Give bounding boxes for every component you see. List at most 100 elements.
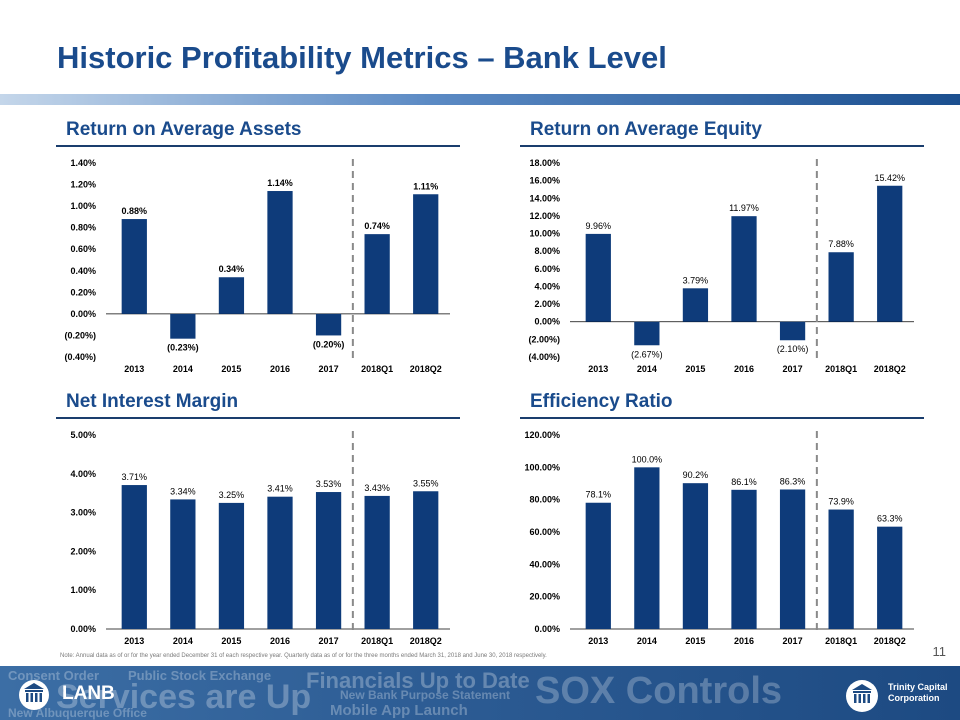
footer-watermark: New Albuquerque Office — [8, 706, 147, 720]
trinity-capital-logo-icon — [846, 680, 878, 712]
panel-heading: Efficiency Ratio — [520, 391, 924, 419]
y-tick-label: 1.00% — [70, 585, 96, 595]
x-tick-label: 2018Q1 — [361, 364, 393, 374]
data-label: 9.96% — [586, 221, 612, 231]
y-tick-label: 16.00% — [529, 176, 560, 186]
panel-return-on-average-equity: Return on Average Equity (4.00%) (2.00%) 0… — [520, 119, 924, 387]
bar — [682, 288, 709, 322]
y-tick-label: 4.00% — [534, 281, 560, 291]
y-tick-label: (0.40%) — [64, 352, 96, 362]
data-label: 3.25% — [219, 490, 245, 500]
y-tick-label: 0.00% — [70, 309, 96, 319]
data-label: 3.55% — [413, 478, 439, 488]
footer-watermark: Services are Up — [56, 678, 312, 716]
x-tick-label: 2014 — [637, 636, 657, 646]
bar — [364, 495, 390, 629]
logo-line: Corporation — [888, 693, 940, 703]
x-tick-label: 2018Q2 — [874, 364, 906, 374]
y-tick-label: 3.00% — [70, 508, 96, 518]
x-tick-label: 2014 — [173, 636, 193, 646]
data-label: 7.88% — [828, 239, 854, 249]
data-label: 3.34% — [170, 486, 196, 496]
footer-watermark: Mobile App Launch — [330, 702, 468, 719]
y-tick-label: 40.00% — [529, 559, 560, 569]
x-tick-label: 2016 — [270, 364, 290, 374]
bar — [585, 502, 611, 629]
x-tick-label: 2013 — [124, 636, 144, 646]
bar — [121, 485, 147, 629]
x-tick-label: 2016 — [734, 636, 754, 646]
bar — [315, 313, 342, 336]
y-tick-label: 80.00% — [529, 495, 560, 505]
x-tick-label: 2018Q2 — [874, 636, 906, 646]
x-tick-label: 2014 — [637, 364, 657, 374]
logo-line: Trinity Capital — [888, 682, 948, 692]
x-tick-label: 2013 — [124, 364, 144, 374]
x-tick-label: 2015 — [685, 364, 705, 374]
panel-heading: Net Interest Margin — [56, 391, 460, 419]
x-tick-label: 2017 — [319, 364, 339, 374]
data-label: 78.1% — [586, 490, 612, 500]
y-tick-label: 0.20% — [70, 287, 96, 297]
y-tick-label: 0.40% — [70, 266, 96, 276]
bar — [170, 313, 196, 339]
x-tick-label: 2017 — [783, 636, 803, 646]
bar — [267, 191, 293, 314]
y-tick-label: 2.00% — [534, 299, 560, 309]
bar — [634, 321, 660, 346]
bar — [364, 234, 390, 314]
y-tick-label: 2.00% — [70, 546, 96, 556]
panel-efficiency-ratio: Efficiency Ratio 0.00% 20.00% 40.00% 60.00%… — [520, 391, 924, 659]
x-tick-label: 2018Q1 — [825, 364, 857, 374]
bar — [634, 467, 660, 629]
y-tick-label: 1.00% — [70, 201, 96, 211]
y-tick-label: 8.00% — [534, 246, 560, 256]
data-label: 15.42% — [874, 173, 905, 183]
data-label: 3.71% — [122, 472, 148, 482]
y-tick-label: 5.00% — [70, 430, 96, 440]
x-tick-label: 2015 — [685, 636, 705, 646]
y-tick-label: 0.00% — [534, 317, 560, 327]
data-label: 0.88% — [122, 206, 148, 216]
bar — [828, 252, 854, 322]
data-label: 100.0% — [632, 454, 663, 464]
panel-return-on-average-assets: Return on Average Assets (0.40%) (0.20%) 0… — [56, 119, 460, 387]
y-tick-label: 0.80% — [70, 223, 96, 233]
y-tick-label: 60.00% — [529, 527, 560, 537]
data-label: (0.23%) — [167, 343, 199, 353]
data-label: 3.53% — [316, 479, 342, 489]
page-title: Historic Profitability Metrics – Bank Le… — [57, 40, 667, 75]
y-tick-label: 0.60% — [70, 244, 96, 254]
x-tick-label: 2013 — [588, 364, 608, 374]
y-tick-label: 1.20% — [70, 180, 96, 190]
bar — [267, 496, 293, 629]
x-tick-label: 2016 — [734, 364, 754, 374]
y-tick-label: 18.00% — [529, 158, 560, 168]
y-tick-label: (4.00%) — [528, 352, 560, 362]
footer-watermark: Financials Up to Date — [306, 668, 530, 693]
footer-watermark: Consent Order — [8, 668, 100, 683]
x-tick-label: 2015 — [221, 636, 241, 646]
nim-chart: 0.00% 1.00% 2.00% 3.00% 4.00% 5.00% 3.71% 2013 3… — [70, 430, 450, 646]
data-label: 3.43% — [364, 483, 390, 493]
bar — [779, 321, 806, 341]
data-label: (2.10%) — [777, 344, 809, 354]
data-label: 86.3% — [780, 476, 806, 486]
bar — [315, 492, 342, 629]
x-tick-label: 2018Q1 — [361, 636, 393, 646]
panel-net-interest-margin: Net Interest Margin 0.00% 1.00% 2.00% 3.00%… — [56, 391, 460, 659]
bar — [877, 526, 903, 629]
bar — [413, 194, 439, 314]
trinity-capital-logo-text: Trinity Capital Corporation — [888, 682, 948, 704]
y-tick-label: 0.00% — [70, 624, 96, 634]
y-tick-label: 14.00% — [529, 193, 560, 203]
y-tick-label: 100.00% — [524, 462, 560, 472]
data-label: (0.20%) — [313, 339, 345, 349]
bar — [121, 219, 147, 314]
data-label: 11.97% — [729, 203, 759, 213]
bar — [218, 277, 245, 314]
x-tick-label: 2017 — [319, 636, 339, 646]
y-tick-label: (2.00%) — [528, 334, 560, 344]
y-tick-label: 120.00% — [524, 430, 560, 440]
data-label: 3.79% — [683, 275, 709, 285]
